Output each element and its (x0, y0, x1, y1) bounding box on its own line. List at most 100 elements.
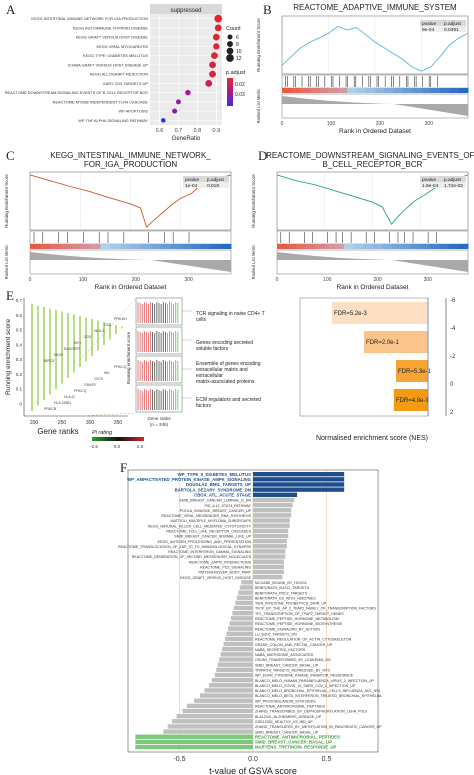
e-nes-tick: 2 (450, 410, 454, 416)
rank-color-segment (382, 244, 393, 249)
f-row-label: MATTIOLI_MULTIPLE_MYELOMA_SUBGROUPS (170, 519, 251, 523)
rank-color-segment (448, 244, 459, 249)
color-legend-title: p.adjust (226, 70, 246, 76)
f-bar (253, 482, 345, 487)
f-bar (135, 744, 253, 750)
rank-color-segment (200, 244, 212, 249)
size-legend-title: Count (226, 26, 241, 32)
f-row-label: KEGG_NATURAL_KILLER_CELL_MEDIATED_CYTOTO… (148, 524, 252, 528)
x-axis-title: Rank in Ordered Dataset (337, 284, 409, 291)
e-gene-label: RASGRP1 (64, 347, 81, 351)
panel-letter-f: F (120, 460, 128, 475)
f-row-label: BLANCO_MELO_BRONCHIAL_EPITHELIAL_CELLS_I… (255, 689, 381, 693)
f-bar (233, 605, 253, 611)
rank-color-segment (277, 244, 288, 249)
e-category-label: factors (196, 403, 212, 409)
term-label: REACTOME DOWNSTREAM SIGNALING EVENTS OF … (5, 90, 148, 95)
running-es-curve (29, 174, 232, 228)
rank-color-segment (440, 88, 450, 93)
stats-row-bg (420, 182, 466, 188)
e-gene-label: CD79 (94, 377, 103, 381)
e-nes-tick: 0 (450, 382, 454, 388)
f-row-label: REACTOME_ZAP70_INTERACTIONS (189, 560, 252, 564)
f-row-label: CBOX_ATL_ACUTE_STAGE (194, 492, 251, 497)
f-bar (241, 580, 253, 585)
f-bar (238, 590, 253, 595)
term-label: KEGG VIRAL MYOCARDITIS (96, 44, 148, 49)
rank-color-segment (291, 88, 302, 93)
stats-value-pvalue: 9e-04 (422, 27, 435, 33)
term-label: KEGG TYPE I DIABETES MELLITUS (83, 53, 148, 58)
f-row-label: PATTENHOOVER_BODY_PART (198, 571, 251, 575)
stats-value-padjust: 0.018 (207, 183, 219, 189)
f-bar (229, 621, 253, 626)
rank-color-segment (90, 244, 101, 249)
f-bar (253, 533, 289, 539)
f-bar (230, 616, 253, 621)
y-axis-title-2: Ranked List Metric (4, 245, 9, 280)
rank-color-segment (439, 244, 450, 249)
f-row-label: REACTOME_ANTIMICROBIAL_PEPTIDES (255, 705, 326, 709)
rank-color-segment (375, 88, 385, 93)
rank-color-segment (430, 88, 441, 93)
f-row-label: BLANCO_MELO_COVID_19_SARS_COV_2_INFECTIO… (255, 684, 356, 688)
f-row-label: POOLA_INVASIVE_BREAST_CANCER_UP (180, 509, 252, 513)
f-bar (217, 662, 253, 667)
rank-color-segment (220, 244, 232, 249)
e-gene-label: HLA-G (94, 329, 105, 333)
rank-color-segment (393, 88, 404, 93)
rank-color-segment (282, 88, 292, 93)
rank-color-segment (420, 244, 431, 249)
f-bar (253, 528, 289, 534)
rank-color-segment (458, 244, 469, 249)
e-gene-label: BIRC5 (44, 359, 54, 363)
f-x-title: t-value of GSVA score (209, 766, 297, 775)
e-y-tick: 0.5 (16, 328, 23, 333)
f-row-label: NABA_SECRETED_FACTORS (255, 648, 306, 652)
f-bar (253, 472, 345, 477)
e-y-tick: 0.3 (16, 357, 23, 362)
e-nes-tick: -2 (450, 354, 456, 360)
x-tick-label: 0 (29, 277, 32, 283)
panel-a-dotplot: suppressed 0.6 0.7 0.8 0.9 KEGG INTESTINAL IM… (5, 4, 246, 142)
e-x-tick: 250 (58, 420, 67, 426)
stats-header-bg (420, 20, 466, 26)
term-label: GARY CD5 TARGETS UP (103, 81, 149, 86)
e-y-tick: 0 (19, 401, 22, 406)
f-row-label: KEGG_GRAFT_VERSUS_HOST_DISEASE (180, 576, 252, 580)
rank-color-segment (305, 244, 316, 249)
f-bar (222, 647, 253, 652)
metric-panel-frame (276, 249, 469, 275)
rank-color-segment (353, 244, 364, 249)
size-legend-label: 6 (236, 35, 239, 41)
rank-color-segment (449, 88, 460, 93)
rank-color-segment (140, 244, 152, 249)
f-row-label: REACTOME_VIRAL_MESSENGER_RNA_SYNTHESIS (161, 514, 251, 518)
f-row-label: BENPORATH_PRC2_TARGETS (255, 591, 308, 595)
rank-color-segment (347, 88, 357, 93)
facet-strip (150, 4, 222, 14)
f-bar (204, 688, 253, 693)
rank-color-segment (421, 88, 432, 93)
e-nes-tick: -4 (450, 326, 456, 332)
size-legend-dot (227, 41, 233, 47)
f-bar (253, 477, 345, 482)
color-legend-bar (227, 78, 233, 106)
x-axis-title: Rank in Ordered Dataset (339, 128, 411, 135)
f-bar (253, 513, 292, 518)
e-category-label: extracellular (196, 373, 223, 379)
e-x-tick: 350 (114, 420, 123, 426)
e-category-label: Ensemble of genes encoding (196, 361, 261, 367)
ranked-metric-area (282, 96, 468, 116)
rank-color-segment (190, 244, 202, 249)
stats-header-padjust: p.adjust (444, 21, 461, 27)
f-row-label: NABA_MATRISOME_ASSOCIATED (255, 653, 314, 657)
e-pi-title: Pi rating (92, 430, 113, 436)
f-row-label: SMID_BREAST_CANCER_NORMAL_LIKE_UP (174, 535, 251, 539)
e-nes-bar (332, 302, 428, 324)
rank-color-segment (50, 244, 61, 249)
f-row-label: BLANCO_MELO_HUMAN_PARAINFLUENZA_VIRUS_3_… (255, 679, 375, 683)
facet-label: suppressed (170, 8, 201, 14)
x-tick-label: 300 (185, 277, 194, 283)
f-bar (223, 641, 253, 647)
